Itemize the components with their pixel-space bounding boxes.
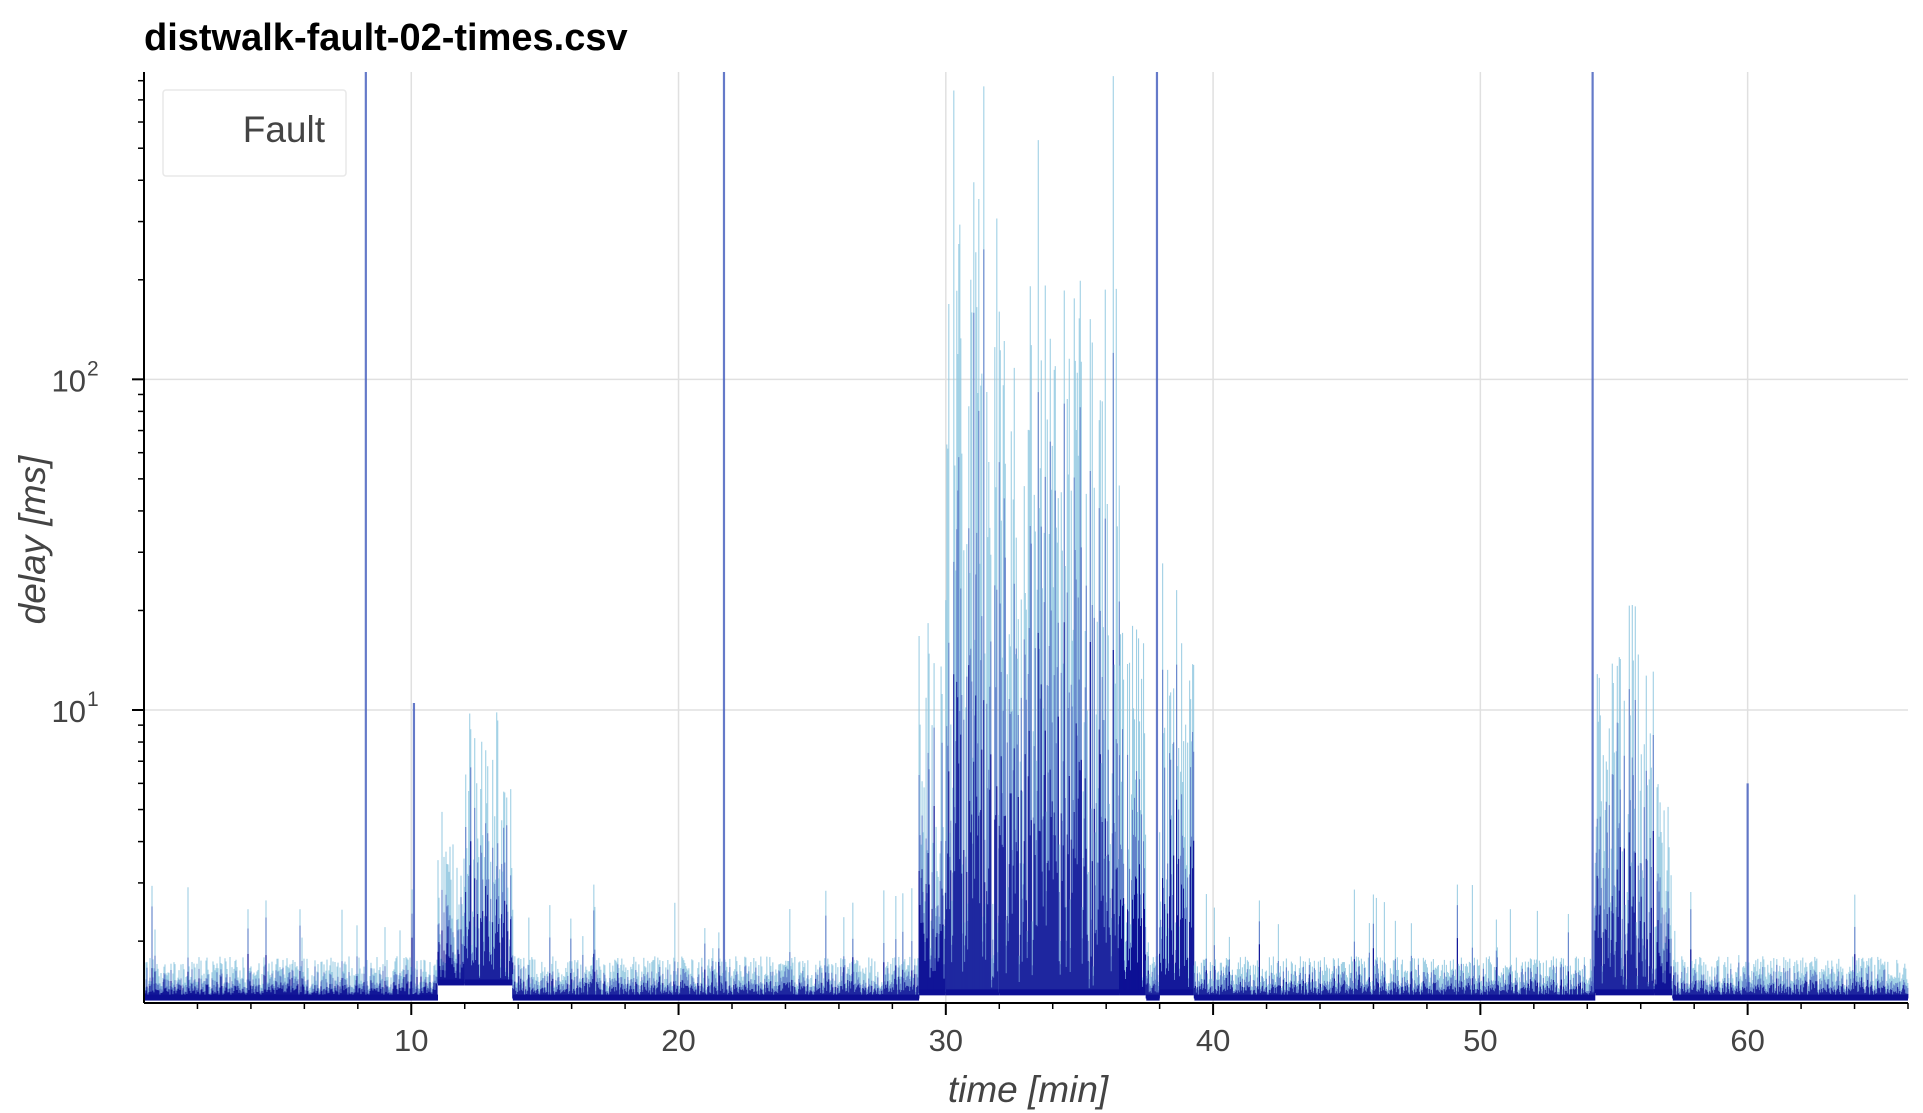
- baseline-band: [945, 989, 1000, 996]
- baseline-band: [999, 989, 1120, 996]
- baseline-band: [1194, 994, 1596, 1001]
- baseline-band: [438, 979, 465, 986]
- baseline-band: [919, 989, 946, 996]
- baseline-band: [1119, 989, 1147, 996]
- baseline-band: [1159, 989, 1195, 996]
- baseline-band: [512, 994, 920, 1001]
- baseline-band: [464, 979, 513, 986]
- chart-title: distwalk-fault-02-times.csv: [144, 17, 628, 59]
- data-points: [143, 72, 1909, 1001]
- baseline-band: [144, 994, 438, 1001]
- baseline-band: [1654, 989, 1673, 996]
- baseline-band: [1595, 989, 1655, 996]
- baseline-band: [1146, 994, 1160, 1001]
